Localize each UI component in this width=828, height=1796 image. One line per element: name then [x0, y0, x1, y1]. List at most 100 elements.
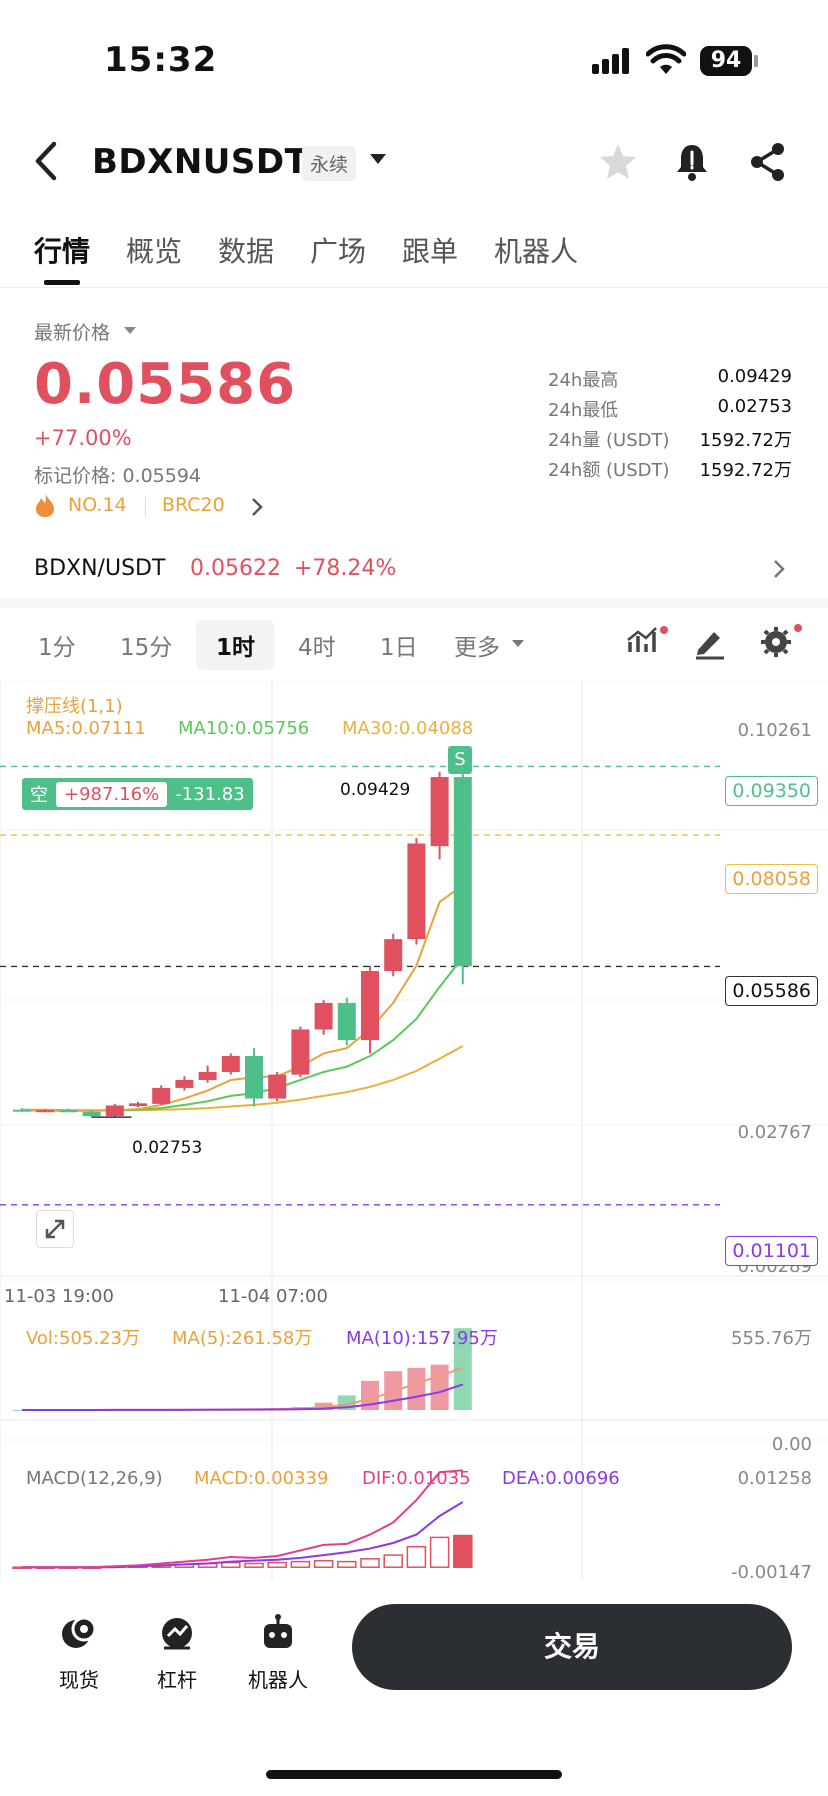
macd-dea: DEA:0.00696 — [502, 1468, 620, 1489]
volume-legend: Vol:505.23万 — [26, 1328, 140, 1349]
tab-overview[interactable]: 概览 — [126, 235, 183, 268]
resistance-price-label[interactable]: 0.08058 — [725, 864, 818, 894]
symbol-title[interactable]: BDXNUSDT — [92, 142, 309, 182]
tab-data[interactable]: 数据 — [218, 235, 275, 268]
margin-icon — [162, 1618, 192, 1650]
trade-button[interactable]: 交易 — [352, 1604, 792, 1690]
spot-pair-price: 0.05622 — [190, 556, 281, 581]
candle-body — [245, 1056, 263, 1099]
battery-icon: 94 — [700, 46, 752, 76]
rank-tag[interactable]: NO.14 — [68, 494, 127, 516]
ma30-legend: MA30:0.04088 — [342, 718, 474, 739]
bottom-action-bar: 现货 杠杆 机器人 交易 — [0, 1582, 828, 1796]
tab-square[interactable]: 广场 — [310, 235, 367, 268]
candle-body — [430, 777, 449, 847]
price-type-dropdown-icon[interactable] — [124, 327, 136, 334]
spot-pair-name[interactable]: BDXN/USDT — [34, 556, 166, 581]
candle-body — [337, 1002, 356, 1041]
candle-body — [105, 1105, 124, 1117]
macd-histogram-bar — [406, 1545, 427, 1568]
chevron-right-icon[interactable] — [250, 496, 264, 518]
macd-dif-line — [22, 1469, 463, 1569]
macd-histogram-bar — [453, 1534, 473, 1568]
candle-body — [175, 1079, 194, 1088]
tab-bots[interactable]: 机器人 — [494, 235, 579, 268]
candle-body — [268, 1074, 287, 1099]
macd-histogram-bar — [221, 1561, 241, 1568]
margin-button[interactable]: 杠杆 — [142, 1614, 212, 1693]
timeframe-1m[interactable]: 1分 — [38, 635, 76, 661]
wifi-icon — [646, 44, 686, 74]
tab-copy-trading[interactable]: 跟单 — [402, 235, 459, 268]
spot-button[interactable]: 现货 — [44, 1614, 114, 1693]
high-price-marker: 0.09429 — [340, 780, 411, 800]
macd-value: MACD:0.00339 — [194, 1468, 329, 1489]
timeframe-4h[interactable]: 4时 — [298, 635, 336, 661]
price-alert-bell-icon[interactable] — [670, 140, 714, 184]
candle-body — [129, 1103, 147, 1106]
timeframe-15m[interactable]: 15分 — [120, 635, 173, 661]
ma10-line — [22, 956, 464, 1112]
timeframe-1h[interactable]: 1时 — [196, 620, 276, 670]
volume-bar — [407, 1367, 426, 1410]
last-price: 0.05586 — [34, 352, 297, 417]
candle-body — [221, 1056, 240, 1072]
candlestick-chart[interactable] — [0, 680, 828, 1580]
timeframe-more[interactable]: 更多 — [454, 635, 500, 661]
margin-label: 杠杆 — [157, 1668, 197, 1692]
chart-settings-gear-icon[interactable] — [758, 622, 804, 662]
chevron-right-icon[interactable] — [772, 558, 786, 580]
bots-button[interactable]: 机器人 — [238, 1614, 318, 1693]
share-icon[interactable] — [746, 140, 790, 184]
stat-value-low: 0.02753 — [717, 396, 792, 417]
candle-body — [82, 1111, 101, 1117]
volume-bar — [361, 1380, 379, 1410]
robot-icon — [264, 1614, 292, 1648]
more-dropdown-icon[interactable] — [512, 640, 524, 647]
volume-ma5-legend: MA(5):261.58万 — [172, 1328, 313, 1349]
position-badge[interactable]: 空 +987.16% -131.83 — [22, 778, 253, 810]
ma5-legend: MA5:0.07111 — [26, 718, 146, 739]
sell-marker-icon[interactable]: S — [448, 746, 472, 774]
drawing-tools-icon[interactable] — [692, 624, 728, 660]
candle-body — [361, 971, 379, 1041]
volume-max-tick: 555.76万 — [731, 1328, 812, 1349]
y-axis-mid-tick: 0.02767 — [737, 1122, 812, 1143]
spot-pair-change: +78.24% — [294, 556, 397, 581]
price-change-percent: +77.00% — [34, 426, 132, 450]
indicators-icon[interactable] — [626, 624, 668, 660]
price-type-label[interactable]: 最新价格 — [34, 322, 111, 344]
x-axis-tick-2: 11-04 07:00 — [218, 1286, 328, 1307]
position-pnl-percent: +987.16% — [56, 781, 168, 807]
timeframe-1d[interactable]: 1日 — [380, 635, 418, 661]
volume-ma10-line — [22, 1383, 464, 1411]
header-bar: BDXNUSDT 永续 — [0, 120, 828, 202]
symbol-dropdown-icon[interactable] — [370, 154, 386, 164]
position-price-label[interactable]: 0.09350 — [725, 776, 818, 806]
macd-legend: MACD(12,26,9) — [26, 1468, 163, 1489]
low-price-marker: 0.02753 — [132, 1138, 203, 1158]
ma10-legend: MA10:0.05756 — [178, 718, 310, 739]
candle-body — [291, 1029, 310, 1075]
contract-type-badge[interactable]: 永续 — [302, 146, 357, 181]
macd-max-tick: 0.01258 — [737, 1468, 812, 1489]
tab-market[interactable]: 行情 — [34, 235, 91, 268]
support-resistance-legend: 撑压线(1,1) — [26, 696, 123, 717]
macd-histogram-bar — [313, 1559, 334, 1568]
last-price-label[interactable]: 0.05586 — [725, 976, 818, 1006]
active-tab-indicator — [44, 280, 80, 285]
status-bar: 15:32 94 — [0, 0, 828, 120]
fullscreen-button[interactable] — [36, 1210, 74, 1248]
candle-body — [453, 777, 472, 967]
back-arrow-icon[interactable] — [30, 140, 64, 182]
candle-body — [152, 1087, 171, 1104]
macd-histogram-bar — [383, 1554, 403, 1568]
favorite-star-icon[interactable] — [596, 140, 640, 184]
volume-bar — [430, 1364, 449, 1410]
macd-histogram-bar — [429, 1536, 450, 1568]
bots-label: 机器人 — [248, 1668, 308, 1692]
category-tag[interactable]: BRC20 — [162, 494, 225, 516]
position-side: 空 — [30, 785, 48, 806]
stat-value-volume: 1592.72万 — [699, 430, 792, 451]
support-price-label[interactable]: 0.01101 — [725, 1236, 818, 1266]
